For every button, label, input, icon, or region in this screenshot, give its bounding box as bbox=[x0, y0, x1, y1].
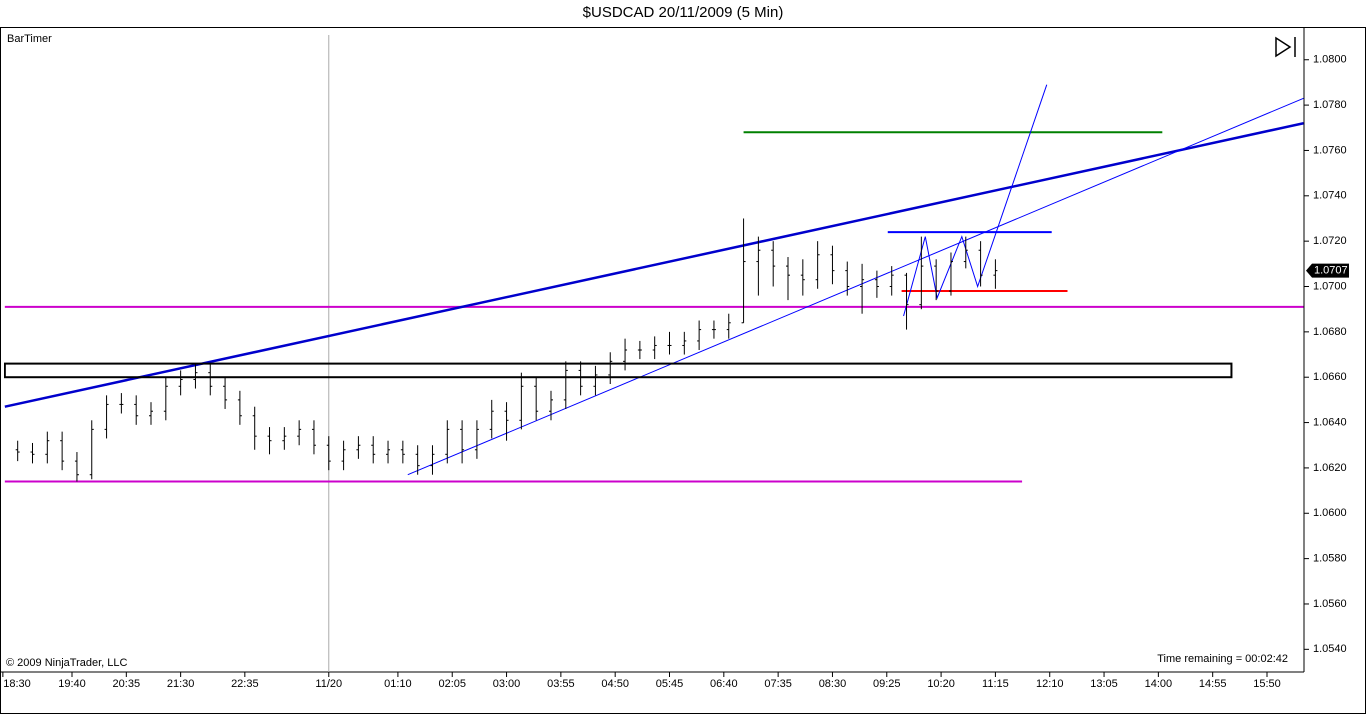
x-tick-label: 14:00 bbox=[1145, 678, 1173, 690]
x-tick-label: 05:45 bbox=[656, 678, 684, 690]
y-tick-label: 1.0540 bbox=[1313, 643, 1347, 655]
y-tick-label: 1.0580 bbox=[1313, 553, 1347, 565]
y-tick-label: 1.0720 bbox=[1313, 235, 1347, 247]
x-tick-label: 22:35 bbox=[231, 678, 259, 690]
x-tick-label: 14:55 bbox=[1199, 678, 1227, 690]
y-tick-label: 1.0560 bbox=[1313, 598, 1347, 610]
y-tick-label: 1.0780 bbox=[1313, 99, 1347, 111]
x-tick-label: 06:40 bbox=[710, 678, 738, 690]
drawn-rectangle bbox=[4, 362, 1233, 379]
y-tick-label: 1.0680 bbox=[1313, 326, 1347, 338]
y-tick-label: 1.0760 bbox=[1313, 144, 1347, 156]
x-tick-label: 08:30 bbox=[819, 678, 847, 690]
x-tick-label: 15:50 bbox=[1253, 678, 1281, 690]
timer-label: Time remaining = 00:02:42 bbox=[1157, 653, 1288, 665]
x-tick-label: 07:35 bbox=[764, 678, 792, 690]
plot-area bbox=[4, 35, 1304, 672]
y-tick-label: 1.0700 bbox=[1313, 280, 1347, 292]
y-tick-label: 1.0600 bbox=[1313, 507, 1347, 519]
y-tick-label: 1.0640 bbox=[1313, 416, 1347, 428]
play-icon[interactable] bbox=[1275, 36, 1296, 58]
x-tick-label: 09:25 bbox=[873, 678, 901, 690]
x-tick-label: 18:30 bbox=[3, 678, 31, 690]
x-tick-label: 10:20 bbox=[927, 678, 955, 690]
y-tick-label: 1.0740 bbox=[1313, 190, 1347, 202]
indicator-label: BarTimer bbox=[7, 33, 52, 45]
last-price-label: 1.0707 bbox=[1314, 265, 1348, 277]
chart-title: $USDCAD 20/11/2009 (5 Min) bbox=[583, 4, 784, 21]
x-tick-label: 03:00 bbox=[493, 678, 521, 690]
x-tick-label: 01:10 bbox=[384, 678, 412, 690]
x-tick-label: 20:35 bbox=[113, 678, 141, 690]
x-tick-label: 04:50 bbox=[601, 678, 629, 690]
x-tick-label: 19:40 bbox=[58, 678, 86, 690]
x-tick-label: 03:55 bbox=[547, 678, 575, 690]
x-tick-label: 02:05 bbox=[438, 678, 466, 690]
copyright: © 2009 NinjaTrader, LLC bbox=[6, 657, 127, 669]
x-tick-label: 11:15 bbox=[982, 678, 1009, 690]
y-tick-label: 1.0660 bbox=[1313, 371, 1347, 383]
drawn-line bbox=[407, 97, 1304, 476]
x-tick-label: 21:30 bbox=[167, 678, 195, 690]
x-tick-label: 12:10 bbox=[1036, 678, 1064, 690]
frame bbox=[0, 27, 1366, 714]
x-tick-label: 11/20 bbox=[315, 678, 342, 690]
last-price-marker bbox=[1306, 263, 1349, 278]
y-tick-label: 1.0800 bbox=[1313, 54, 1347, 66]
drawn-line bbox=[4, 122, 1304, 408]
x-tick-label: 13:05 bbox=[1090, 678, 1118, 690]
y-tick-label: 1.0620 bbox=[1313, 462, 1347, 474]
